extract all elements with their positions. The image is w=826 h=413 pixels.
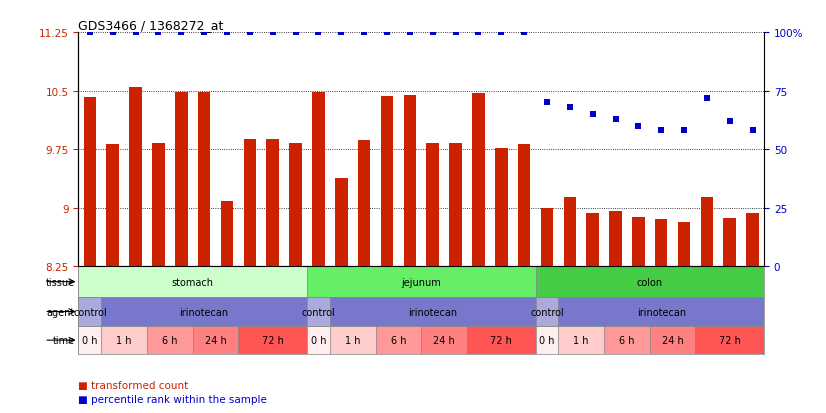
Bar <box>130 88 142 266</box>
Text: 72 h: 72 h <box>491 335 512 345</box>
Bar <box>650 326 695 354</box>
Bar <box>747 214 759 266</box>
Bar <box>335 178 348 266</box>
Bar <box>586 214 599 266</box>
Text: 6 h: 6 h <box>620 335 634 345</box>
Bar <box>700 198 713 266</box>
Bar <box>632 217 644 266</box>
Bar <box>147 326 192 354</box>
Text: ■ percentile rank within the sample: ■ percentile rank within the sample <box>78 394 268 404</box>
Bar <box>535 297 558 326</box>
Text: tissue: tissue <box>46 277 75 287</box>
Bar <box>78 326 102 354</box>
Bar <box>152 143 164 266</box>
Text: 24 h: 24 h <box>662 335 683 345</box>
Bar <box>495 149 507 266</box>
Text: 1 h: 1 h <box>573 335 589 345</box>
Bar <box>426 143 439 266</box>
Bar <box>307 297 330 326</box>
Bar <box>472 94 485 266</box>
Bar <box>558 326 604 354</box>
Bar <box>678 222 691 266</box>
Bar <box>358 140 370 266</box>
Bar <box>563 198 576 266</box>
Text: 24 h: 24 h <box>205 335 226 345</box>
Text: 0 h: 0 h <box>539 335 555 345</box>
Text: 72 h: 72 h <box>262 335 283 345</box>
Bar <box>289 143 301 266</box>
Bar <box>604 326 650 354</box>
Text: control: control <box>73 307 107 317</box>
Text: 6 h: 6 h <box>391 335 406 345</box>
Text: 0 h: 0 h <box>311 335 326 345</box>
Bar <box>102 326 147 354</box>
Bar <box>78 297 102 326</box>
Text: irinotecan: irinotecan <box>408 307 458 317</box>
Text: time: time <box>53 335 75 345</box>
Bar <box>535 266 764 297</box>
Bar <box>330 326 376 354</box>
Text: 0 h: 0 h <box>82 335 97 345</box>
Bar <box>535 326 558 354</box>
Bar <box>102 297 307 326</box>
Bar <box>541 208 553 266</box>
Bar <box>307 326 330 354</box>
Bar <box>467 326 535 354</box>
Text: control: control <box>301 307 335 317</box>
Bar <box>83 97 96 266</box>
Bar <box>724 218 736 266</box>
Bar <box>421 326 467 354</box>
Bar <box>330 297 535 326</box>
Bar <box>449 143 462 266</box>
Bar <box>307 266 535 297</box>
Bar <box>655 220 667 266</box>
Bar <box>312 93 325 266</box>
Text: colon: colon <box>637 277 662 287</box>
Bar <box>558 297 764 326</box>
Bar <box>695 326 764 354</box>
Text: 6 h: 6 h <box>162 335 178 345</box>
Bar <box>78 266 307 297</box>
Bar <box>239 326 307 354</box>
Bar <box>107 144 119 266</box>
Bar <box>404 95 416 266</box>
Text: irinotecan: irinotecan <box>179 307 229 317</box>
Text: ■ transformed count: ■ transformed count <box>78 380 188 390</box>
Bar <box>518 144 530 266</box>
Text: stomach: stomach <box>172 277 214 287</box>
Text: 24 h: 24 h <box>434 335 455 345</box>
Text: control: control <box>530 307 564 317</box>
Text: irinotecan: irinotecan <box>637 307 686 317</box>
Bar <box>175 93 188 266</box>
Text: jejunum: jejunum <box>401 277 441 287</box>
Bar <box>610 212 622 266</box>
Text: agent: agent <box>47 307 75 317</box>
Text: GDS3466 / 1368272_at: GDS3466 / 1368272_at <box>78 19 224 32</box>
Text: 1 h: 1 h <box>116 335 132 345</box>
Bar <box>381 97 393 266</box>
Bar <box>376 326 421 354</box>
Bar <box>198 93 211 266</box>
Bar <box>244 140 256 266</box>
Bar <box>267 140 279 266</box>
Text: 1 h: 1 h <box>345 335 360 345</box>
Text: 72 h: 72 h <box>719 335 741 345</box>
Bar <box>221 202 233 266</box>
Bar <box>192 326 239 354</box>
